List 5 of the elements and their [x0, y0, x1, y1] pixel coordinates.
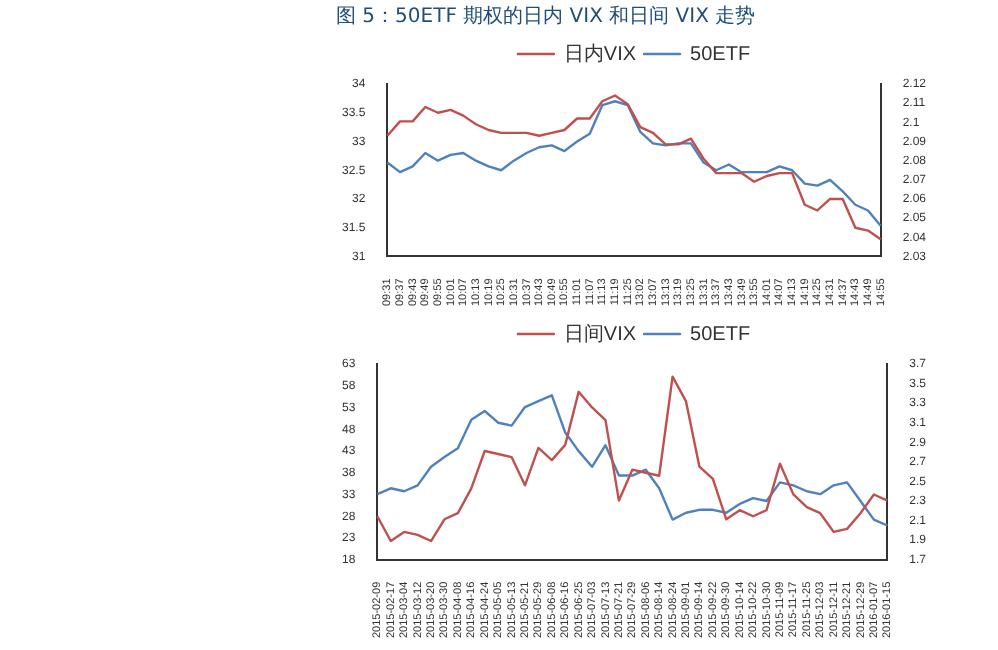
chart-title: 图 5：50ETF 期权的日内 VIX 和日间 VIX 走势: [336, 4, 758, 32]
legend-label: 50ETF: [690, 323, 751, 346]
legend-label: 日内VIX: [563, 41, 637, 66]
legend-label: 50ETF: [690, 43, 751, 66]
legend-label: 日间VIX: [563, 321, 637, 346]
